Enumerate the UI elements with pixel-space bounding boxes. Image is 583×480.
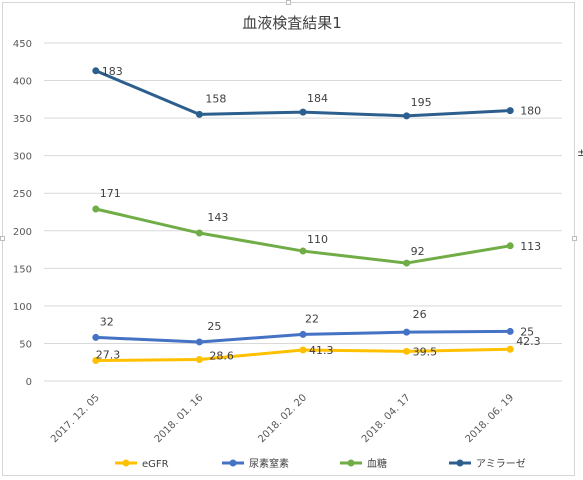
data-point[interactable] (195, 356, 203, 364)
data-label: 183 (102, 65, 123, 78)
data-label: 28.6 (209, 350, 234, 363)
data-point[interactable] (403, 259, 411, 267)
legend-item[interactable]: 尿素窒素 (222, 457, 289, 470)
data-point[interactable] (299, 247, 307, 255)
legend-label: 血糖 (367, 457, 387, 470)
legend-swatch-marker (347, 459, 355, 467)
x-tick-label: 2018. 04. 17 (360, 392, 413, 445)
data-point[interactable] (403, 347, 411, 355)
legend-swatch-marker (122, 459, 130, 467)
x-tick-label: 2018. 02. 20 (256, 392, 309, 445)
data-label: 42.3 (516, 335, 541, 348)
data-point[interactable] (299, 108, 307, 116)
chart-title: 血液検査結果1 (242, 14, 342, 32)
data-point[interactable] (92, 205, 100, 213)
legend-item[interactable]: アミラーゼ (449, 458, 526, 470)
legend-swatch-marker (456, 459, 464, 467)
data-label: 32 (100, 315, 114, 328)
data-label: 41.3 (309, 344, 334, 357)
data-point[interactable] (195, 110, 203, 118)
y-tick-label: 50 (19, 339, 32, 350)
series-3: 183 158 184 195 180 (92, 65, 541, 120)
data-label: 180 (520, 105, 541, 118)
data-label: 26 (413, 308, 427, 321)
series-line (95, 207, 511, 265)
data-label: 25 (520, 325, 534, 338)
y-tick-label: 200 (13, 227, 32, 238)
series-2: 171 143 110 92 113 (92, 187, 541, 267)
data-point[interactable] (403, 112, 411, 120)
data-point[interactable] (506, 107, 514, 115)
y-tick-label: 450 (13, 39, 32, 50)
resize-handle-left[interactable] (0, 236, 5, 241)
data-label: 39.5 (413, 345, 438, 358)
resize-handle-right[interactable] (572, 236, 577, 241)
data-point[interactable] (92, 333, 100, 341)
data-label: 110 (307, 233, 328, 246)
y-tick-label: 300 (13, 152, 32, 163)
legend-item[interactable]: 血糖 (340, 457, 387, 470)
x-tick-label: 2017. 12. 05 (49, 392, 102, 445)
y-tick-label: 100 (13, 302, 32, 313)
y-tick-label: 400 (13, 77, 32, 88)
data-point[interactable] (506, 242, 514, 250)
x-tick-label: 2018. 01. 16 (153, 392, 206, 445)
data-label: 113 (520, 240, 541, 253)
data-label: 158 (205, 92, 226, 105)
data-label: 22 (305, 312, 319, 325)
data-label: 27.3 (96, 348, 121, 361)
y-tick-label: 150 (13, 264, 32, 275)
data-label: 143 (207, 211, 228, 224)
data-point[interactable] (195, 338, 203, 346)
legend-label: eGFR (142, 459, 169, 470)
legend-swatch-marker (229, 459, 237, 467)
x-tick-label: 2018. 06. 19 (464, 392, 517, 445)
y-tick-label: 0 (26, 377, 32, 388)
legend-label: 尿素窒素 (249, 457, 289, 470)
data-point[interactable] (506, 345, 514, 353)
legend-label: アミラーゼ (476, 458, 526, 470)
data-label: 92 (411, 245, 425, 258)
data-point[interactable] (299, 346, 307, 354)
data-point[interactable] (195, 229, 203, 237)
data-point[interactable] (92, 67, 100, 75)
y-tick-label: 250 (13, 189, 32, 200)
series-0: 27.3 28.6 41.3 39.5 42.3 (92, 335, 541, 364)
legend-item[interactable]: eGFR (115, 459, 169, 470)
data-point[interactable] (506, 327, 514, 335)
series-1: 32 25 22 26 25 (92, 308, 534, 346)
data-point[interactable] (92, 356, 100, 364)
data-label: 25 (207, 320, 221, 333)
y-tick-label: 350 (13, 114, 32, 125)
data-label: 171 (100, 187, 121, 200)
data-point[interactable] (403, 328, 411, 336)
data-label: 184 (307, 92, 328, 105)
data-label: 195 (411, 96, 432, 109)
cell-fragment-text: ± (577, 146, 583, 159)
data-point[interactable] (299, 330, 307, 338)
resize-handle-top[interactable] (286, 0, 291, 5)
